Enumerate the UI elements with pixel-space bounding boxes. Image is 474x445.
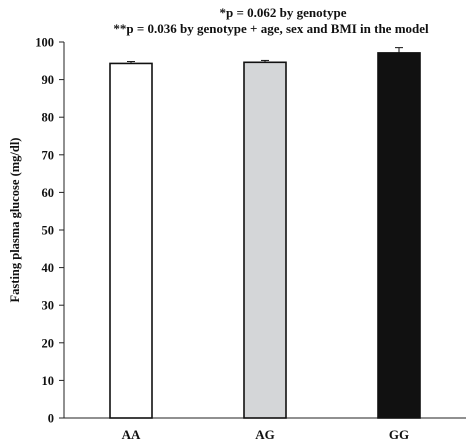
y-tick-label: 40 [42,261,55,275]
bar-gg [377,52,421,419]
y-tick-label: 20 [42,336,55,350]
bar-ag [243,61,287,419]
y-tick-label: 60 [42,186,55,200]
x-tick-label-ag: AG [255,427,275,442]
y-tick-label: 50 [42,224,55,238]
y-tick-label: 0 [48,412,54,426]
y-tick-label: 100 [35,36,54,50]
chart-title-line-2: **p = 0.036 by genotype + age, sex and B… [113,21,429,36]
y-tick-label: 10 [42,374,55,388]
y-tick-label: 70 [42,148,55,162]
chart-title-line-1: *p = 0.062 by genotype [220,5,347,20]
x-tick-label-gg: GG [389,427,409,442]
plot-area: 0 10 20 30 40 50 60 70 80 90 100 AA AG GG [35,36,466,442]
x-tick-label-aa: AA [122,427,141,442]
y-tick-label: 90 [42,73,55,87]
bar-aa [109,62,153,419]
y-tick-label: 30 [42,299,55,313]
y-tick-label: 80 [42,111,55,125]
y-axis-label: Fasting plasma glucose (mg/dl) [8,138,22,303]
